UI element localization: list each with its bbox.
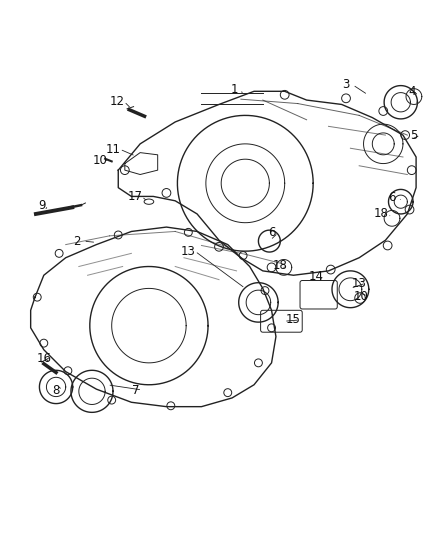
Text: 5: 5 [410,128,417,142]
Text: 7: 7 [132,384,140,397]
Text: 16: 16 [36,352,51,365]
Text: 6: 6 [268,227,276,239]
Text: 1: 1 [230,83,238,95]
Text: 3: 3 [343,78,350,91]
Text: 10: 10 [92,154,107,167]
Text: 13: 13 [181,245,196,257]
Text: 9: 9 [38,199,46,212]
Text: 17: 17 [127,190,142,203]
Text: 18: 18 [273,259,288,272]
Text: 11: 11 [106,143,120,156]
Text: 8: 8 [53,384,60,397]
Text: 13: 13 [352,277,367,289]
Text: 4: 4 [408,85,416,98]
Text: 18: 18 [374,207,389,221]
Text: 15: 15 [286,313,301,326]
Text: 14: 14 [309,270,324,282]
Text: 6: 6 [388,191,396,204]
Text: 12: 12 [110,95,125,108]
Text: 10: 10 [354,290,369,303]
Text: 2: 2 [73,235,81,248]
